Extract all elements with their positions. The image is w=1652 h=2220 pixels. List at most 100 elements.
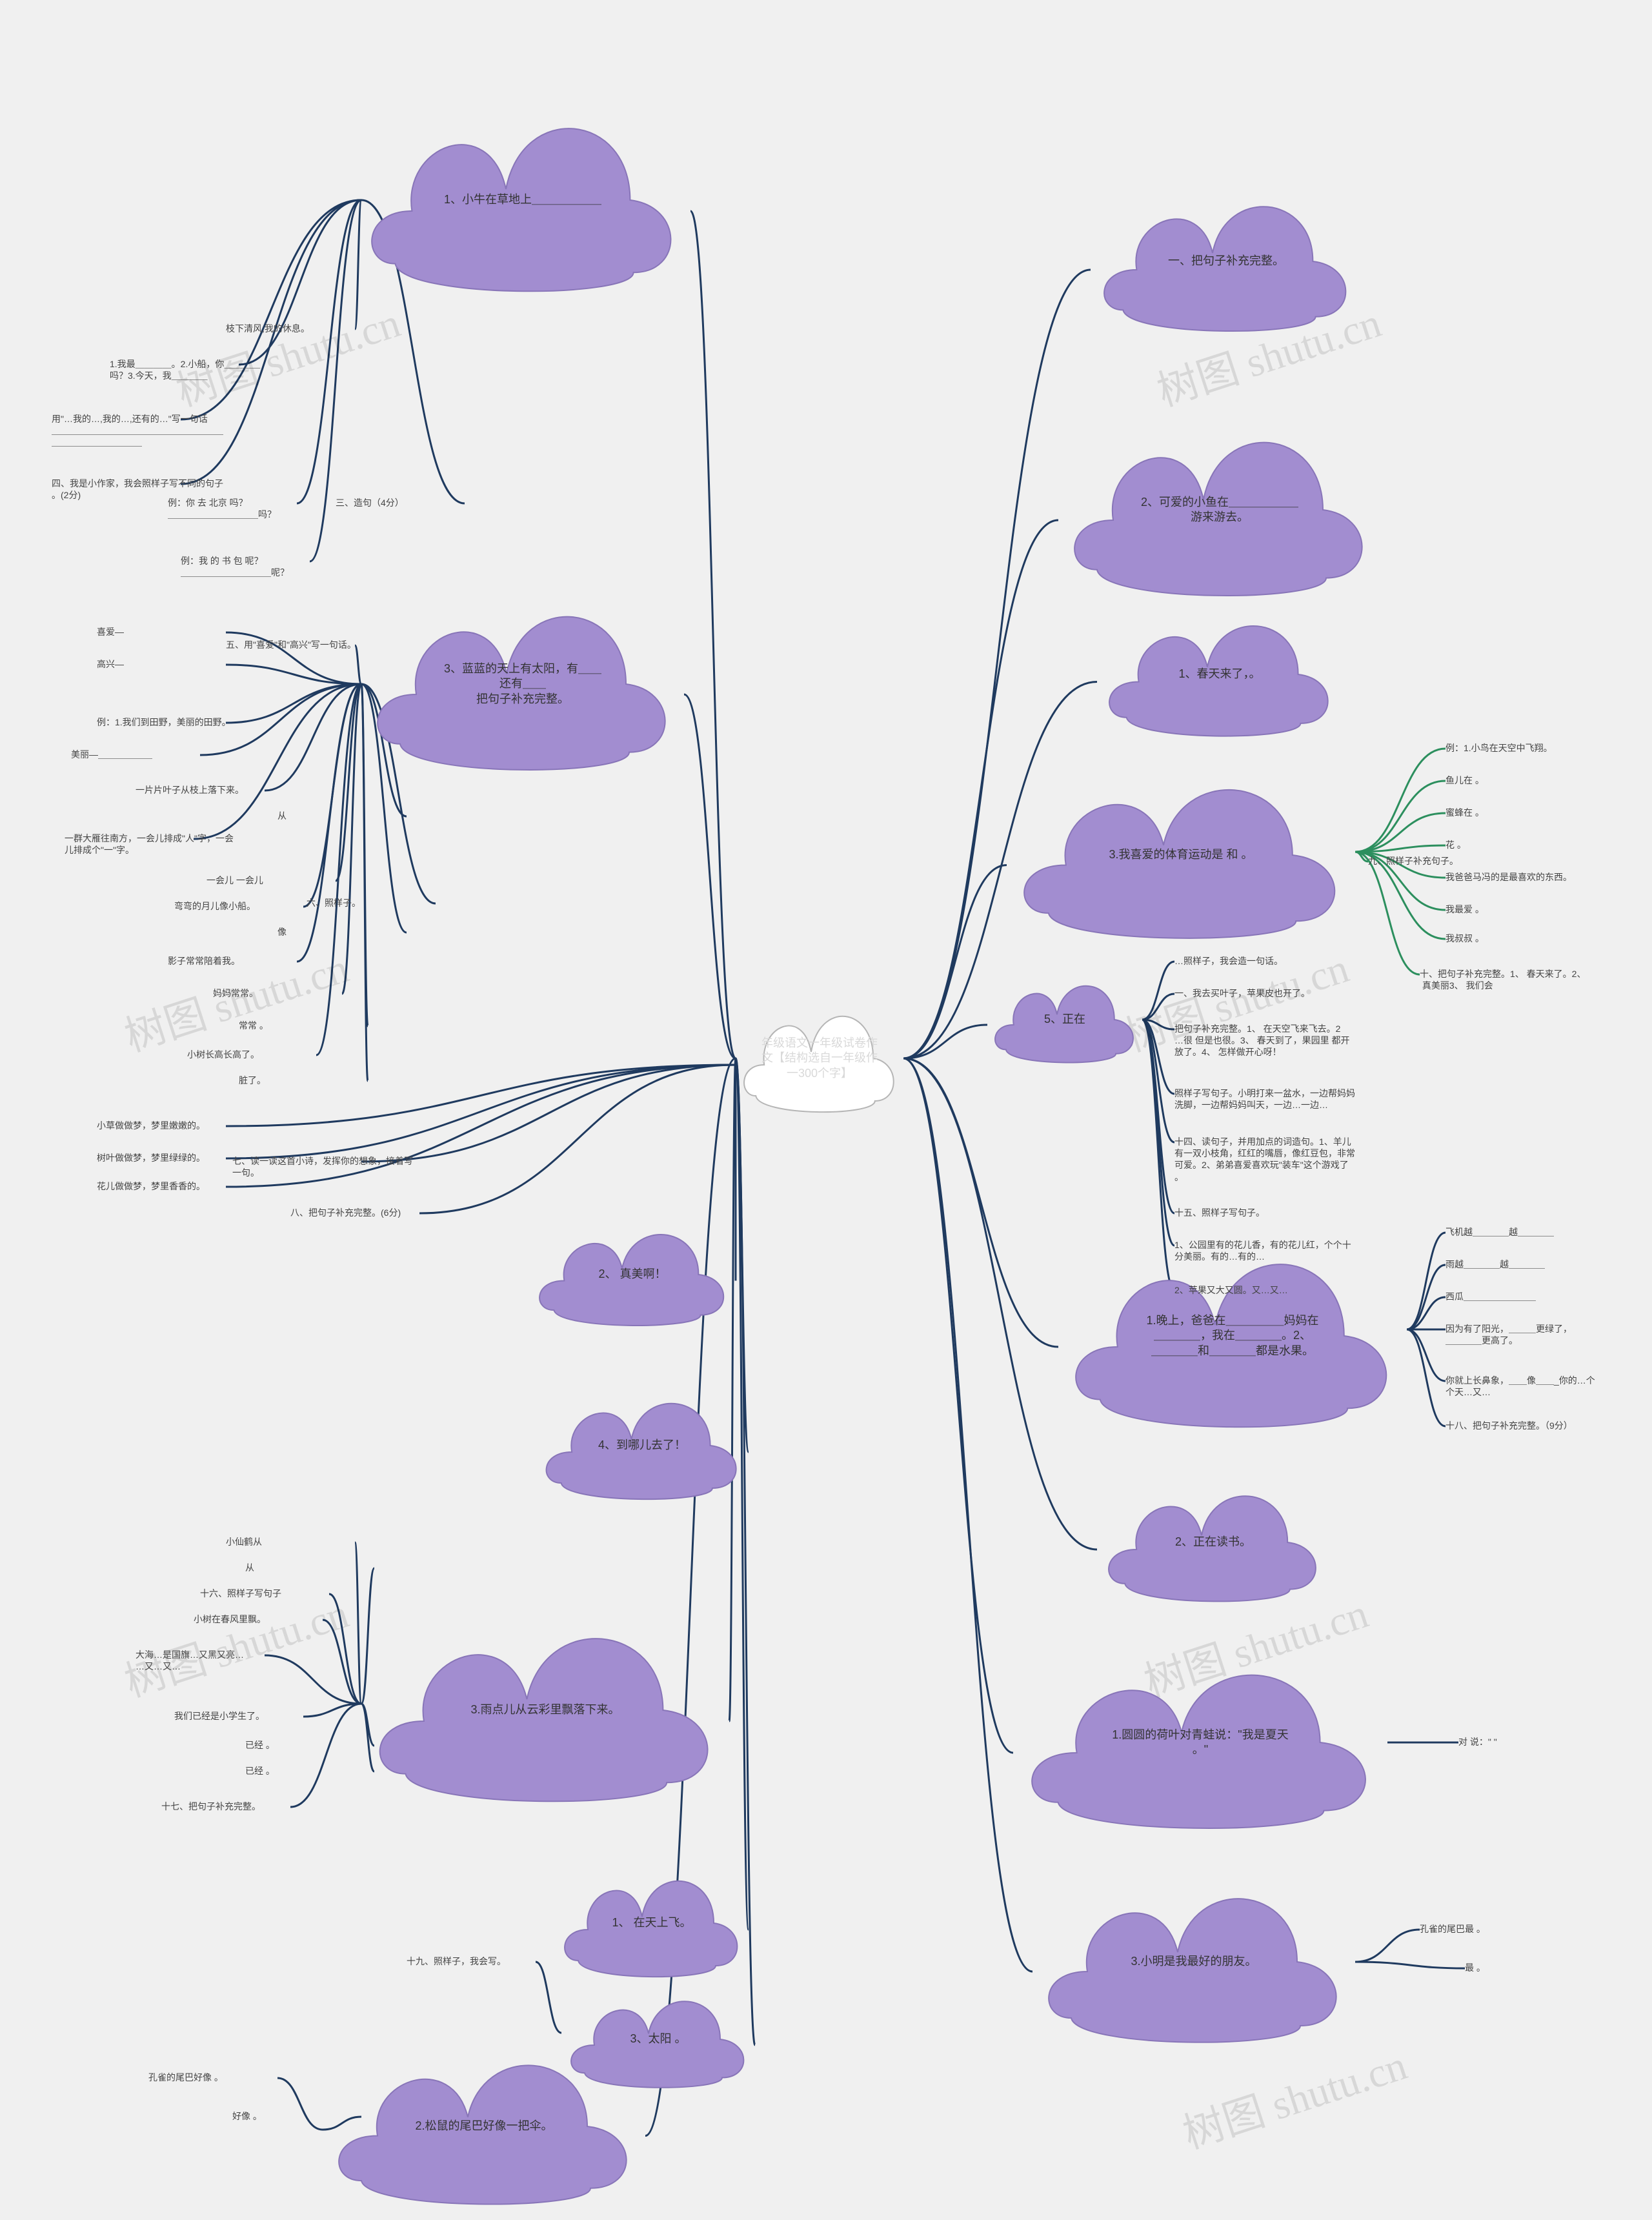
leaf-text: 十四、读句子，并用加点的词造句。1、羊儿 有一双小枝角，红红的嘴唇，像红豆包，非… bbox=[1174, 1136, 1355, 1183]
leaf-text: 一片片叶子从枝上落下来。 bbox=[136, 784, 244, 796]
leaf-text: 鱼儿在 。 bbox=[1446, 774, 1484, 786]
leaf-text: …照样子，我会造一句话。 bbox=[1174, 955, 1283, 967]
leaf-text: 从 bbox=[245, 1562, 254, 1573]
leaf-text: 三、造句（4分） bbox=[336, 497, 404, 509]
leaf-text: 一、我去买叶子，苹果皮也开了。 bbox=[1174, 987, 1310, 999]
leaf-text: 例：你 去 北京 吗？ ＿＿＿＿＿＿＿＿＿＿吗？ bbox=[168, 497, 276, 520]
leaf-text: 例：我 的 书 包 呢？ ＿＿＿＿＿＿＿＿＿＿呢？ bbox=[181, 555, 289, 578]
leaf-text: 美丽—＿＿＿＿＿＿ bbox=[71, 749, 152, 760]
leaf-text: 好像 。 bbox=[232, 2110, 262, 2122]
mindmap-node-label: 3、蓝蓝的天上有太阳，有＿＿ 还有＿＿ 把句子补充完整。 bbox=[444, 661, 601, 707]
mindmap-node-label: 3、太阳 。 bbox=[630, 2032, 686, 2046]
leaf-text: 八、把句子补充完整。(6分) bbox=[290, 1207, 401, 1218]
mindmap-node-label: 4、到哪儿去了！ bbox=[598, 1438, 686, 1453]
mindmap-node: 3.我喜爱的体育运动是 和 。 bbox=[1007, 755, 1355, 955]
watermark: 树图 shutu.cn bbox=[116, 1580, 355, 1708]
mindmap-node: 3、蓝蓝的天上有太阳，有＿＿ 还有＿＿ 把句子补充完整。 bbox=[361, 581, 684, 787]
leaf-text: 脏了。 bbox=[239, 1075, 266, 1086]
leaf-text: 高兴— bbox=[97, 658, 124, 670]
leaf-text: 枝下清风,我的休息。 bbox=[226, 323, 310, 334]
mindmap-node-label: 年级语文一年级试卷作 文【结构选自一年级作 一300个字】 bbox=[761, 1036, 878, 1081]
leaf-text: 我最爱 。 bbox=[1446, 903, 1484, 915]
leaf-text: 我们已经是小学生了。 bbox=[174, 1710, 265, 1722]
mindmap-node-label: 3.雨点儿从云彩里飘落下来。 bbox=[470, 1702, 620, 1717]
leaf-text: 七、读一读这首小诗，发挥你的想象，接着写 一句。 bbox=[232, 1155, 413, 1178]
leaf-text: 十、把句子补充完整。1、 春天来了。2、 真美丽3、 我们会 bbox=[1420, 968, 1586, 991]
leaf-text: 飞机越＿＿＿＿越＿＿＿＿ bbox=[1446, 1226, 1554, 1238]
mindmap-node: 1、 在天上飞。 bbox=[555, 1859, 749, 1988]
mindmap-node: 3.雨点儿从云彩里飘落下来。 bbox=[361, 1600, 729, 1820]
mindmap-node: 1、春天来了，。 bbox=[1097, 600, 1342, 749]
leaf-text: 照样子写句子。小明打来一盆水，一边帮妈妈 洗脚，一边帮妈妈叫天，一边…一边… bbox=[1174, 1087, 1355, 1111]
mindmap-node-label: 1.圆圆的荷叶对青蛙说："我是夏天 。" bbox=[1112, 1728, 1288, 1758]
leaf-text: 花 。 bbox=[1446, 839, 1466, 851]
leaf-text: 十八、把句子补充完整。（9分） bbox=[1446, 1420, 1573, 1431]
mindmap-node-label: 2.松鼠的尾巴好像一把伞。 bbox=[415, 2119, 552, 2134]
leaf-text: 1、公园里有的花儿香，有的花儿红，个个十 分美丽。有的…有的… bbox=[1174, 1239, 1351, 1262]
leaf-text: 一群大雁往南方，一会儿排成"人"字，一会 儿排成个"一"字。 bbox=[65, 832, 234, 856]
leaf-text: 因为有了阳光，＿＿＿更绿了， ＿＿＿＿更高了。 bbox=[1446, 1323, 1572, 1346]
leaf-text: 我爸爸马冯的是最喜欢的东西。 bbox=[1446, 871, 1572, 883]
leaf-text: 影子常常陪着我。 bbox=[168, 955, 240, 967]
leaf-text: 妈妈常常。 bbox=[213, 987, 258, 999]
mindmap-node-label: 2、可爱的小鱼在＿＿＿＿＿＿ 游来游去。 bbox=[1141, 495, 1298, 525]
leaf-text: 例：1.我们到田野，美丽的田野。 bbox=[97, 716, 231, 728]
leaf-text: 西瓜＿＿＿＿＿＿＿＿ bbox=[1446, 1291, 1536, 1302]
mindmap-node-label: 1、小牛在草地上＿＿＿＿＿＿ bbox=[444, 192, 601, 207]
mindmap-node: 5、正在 bbox=[987, 968, 1142, 1071]
mindmap-node: 年级语文一年级试卷作 文【结构选自一年级作 一300个字】 bbox=[736, 994, 903, 1123]
leaf-text: 十五、照样子写句子。 bbox=[1174, 1207, 1265, 1218]
leaf-text: 已经 。 bbox=[245, 1765, 275, 1777]
mindmap-node-label: 2、正在读书。 bbox=[1175, 1535, 1251, 1549]
leaf-text: 小树长高长高了。 bbox=[187, 1049, 259, 1060]
mindmap-node: 3.小明是我最好的朋友。 bbox=[1032, 1865, 1355, 2059]
leaf-text: 我叔叔 。 bbox=[1446, 933, 1484, 944]
mindmap-node-label: 1.晚上，爸爸在＿＿＿＿＿妈妈在 ＿＿＿＿，我在＿＿＿＿。2、 ＿＿＿＿和＿＿＿… bbox=[1146, 1313, 1318, 1358]
leaf-text: 雨越＿＿＿＿越＿＿＿＿ bbox=[1446, 1258, 1545, 1270]
leaf-text: 九、照样子补充句子。 bbox=[1368, 855, 1458, 867]
leaf-text: 十六、照样子写句子 bbox=[200, 1588, 281, 1599]
mindmap-node: 2、 真美啊！ bbox=[529, 1213, 736, 1336]
leaf-text: 六、照样子。 bbox=[307, 897, 361, 909]
leaf-text: 孔雀的尾巴最 。 bbox=[1420, 1923, 1486, 1935]
leaf-text: 像 bbox=[277, 926, 287, 938]
mindmap-node: 2、可爱的小鱼在＿＿＿＿＿＿ 游来游去。 bbox=[1058, 407, 1381, 613]
mindmap-node-label: 一、把句子补充完整。 bbox=[1168, 254, 1284, 268]
mindmap-node: 1、小牛在草地上＿＿＿＿＿＿ bbox=[355, 90, 690, 310]
leaf-text: 2、苹果又大又圆。又…又… bbox=[1174, 1284, 1288, 1296]
leaf-text: 喜爱— bbox=[97, 626, 124, 638]
mindmap-node: 一、把句子补充完整。 bbox=[1091, 177, 1362, 345]
leaf-text: 你就上长鼻象，＿＿像＿＿_你的…个 个天…又… bbox=[1446, 1375, 1595, 1398]
leaf-text: 最 。 bbox=[1465, 1962, 1486, 1973]
mindmap-node-label: 3.小明是我最好的朋友。 bbox=[1131, 1954, 1256, 1969]
mindmap-node: 4、到哪儿去了！ bbox=[536, 1381, 749, 1510]
leaf-text: 小仙鹤从 bbox=[226, 1536, 262, 1548]
mindmap-node: 2.松鼠的尾巴好像一把伞。 bbox=[323, 2033, 645, 2220]
leaf-text: 从 bbox=[277, 810, 287, 822]
mindmap-node: 1.圆圆的荷叶对青蛙说："我是夏天 。" bbox=[1013, 1639, 1387, 1846]
leaf-text: 十七、把句子补充完整。 bbox=[161, 1801, 261, 1812]
watermark: 树图 shutu.cn bbox=[116, 935, 355, 1063]
leaf-text: 对 说：" " bbox=[1458, 1736, 1497, 1748]
mindmap-node-label: 2、 真美啊！ bbox=[598, 1267, 666, 1282]
leaf-text: 孔雀的尾巴好像 。 bbox=[148, 2072, 223, 2083]
leaf-text: 例：1.小鸟在天空中飞翔。 bbox=[1446, 742, 1553, 754]
leaf-text: 常常 。 bbox=[239, 1020, 268, 1031]
mindmap-node-label: 5、正在 bbox=[1044, 1012, 1085, 1027]
leaf-text: 十九、照样子，我会写。 bbox=[407, 1955, 506, 1967]
mindmap-node-label: 1、 在天上飞。 bbox=[612, 1915, 691, 1930]
leaf-text: 把句子补充完整。1、 在天空飞来飞去。2 …很 但是也很。3、 春天到了，果园里… bbox=[1174, 1023, 1349, 1058]
leaf-text: 树叶做做梦，梦里绿绿的。 bbox=[97, 1152, 205, 1164]
leaf-text: 用"…我的…,我的…,还有的…"写一句话 ＿＿＿＿＿＿＿＿＿＿＿＿＿＿＿＿＿＿＿… bbox=[52, 413, 223, 449]
leaf-text: 小树在春风里飘。 bbox=[194, 1613, 266, 1625]
leaf-text: 弯弯的月儿像小船。 bbox=[174, 900, 256, 912]
mindmap-node-label: 1、春天来了，。 bbox=[1178, 667, 1260, 681]
mindmap-node-label: 3.我喜爱的体育运动是 和 。 bbox=[1109, 847, 1253, 862]
leaf-text: 1.我最＿＿＿＿。2.小船，你＿＿＿＿ 吗？3.今天，我＿＿＿＿ bbox=[110, 358, 260, 381]
leaf-text: 五、用"喜爱"和"高兴"写一句话。 bbox=[226, 639, 356, 651]
leaf-text: 一会儿 一会儿 bbox=[206, 874, 263, 886]
leaf-text: 蜜蜂在 。 bbox=[1446, 807, 1484, 818]
mindmap-node: 2、正在读书。 bbox=[1097, 1471, 1329, 1613]
leaf-text: 已经 。 bbox=[245, 1739, 275, 1751]
leaf-text: 花儿做做梦，梦里香香的。 bbox=[97, 1180, 205, 1192]
